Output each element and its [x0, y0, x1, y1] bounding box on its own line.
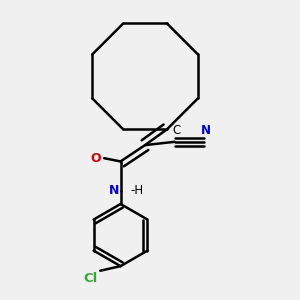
Text: O: O [91, 152, 101, 165]
Text: N: N [109, 184, 119, 197]
Text: C: C [172, 124, 180, 136]
Text: -H: -H [130, 184, 143, 197]
Text: N: N [201, 124, 211, 136]
Text: Cl: Cl [83, 272, 98, 285]
